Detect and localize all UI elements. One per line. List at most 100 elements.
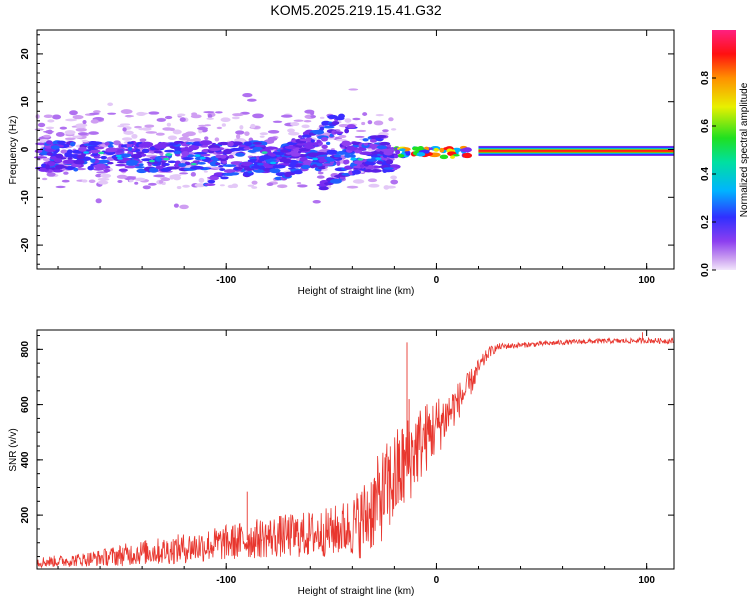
spectrogram-blob	[100, 173, 112, 178]
spectrogram-blob	[147, 182, 157, 186]
spectrogram-blob	[118, 168, 128, 172]
spectrogram-blob	[367, 178, 378, 183]
spectrogram-blob	[55, 185, 66, 189]
spectrogram-blob	[156, 118, 166, 122]
spectrogram-blob	[352, 179, 365, 184]
spectrogram-blob	[439, 147, 445, 153]
spectrogram-blob	[190, 165, 204, 170]
spectrogram-blob	[178, 163, 187, 167]
snr-panel: -100 0 100 200 400 600 800 Height of straight …	[8, 329, 675, 597]
spectrogram-blob	[280, 114, 293, 118]
spectrogram-blob	[220, 176, 229, 180]
spectrogram-y-tick-label: 20	[20, 48, 31, 60]
spectrogram-blob	[113, 140, 121, 146]
spectrogram-blob	[172, 175, 182, 181]
spectrogram-blob	[73, 167, 79, 172]
spectrogram-blob	[373, 120, 384, 126]
spectrogram-blob	[303, 119, 312, 123]
spectrogram-blob	[148, 167, 159, 173]
spectrogram-blob	[55, 153, 64, 159]
spectrogram-blob	[309, 110, 315, 116]
spectrogram-blob	[193, 152, 207, 155]
spectrogram-blob	[158, 180, 164, 184]
spectrogram-blob	[127, 146, 133, 151]
spectrogram-blob	[97, 180, 109, 185]
spectrogram-blob	[290, 122, 300, 127]
spectrogram-blob	[318, 186, 329, 191]
spectrogram-blob	[116, 157, 123, 160]
spectrogram-blob	[397, 153, 405, 158]
spectrogram-y-tick-label: -10	[20, 190, 31, 205]
spectrogram-blob	[46, 172, 56, 177]
spectrogram-x-tick-label: 0	[434, 275, 440, 286]
spectrogram-blob	[321, 144, 328, 149]
spectrogram-blob	[439, 154, 449, 160]
spectrogram-blob	[344, 159, 350, 165]
spectrogram-blob	[168, 127, 175, 131]
spectrogram-blob	[362, 138, 369, 142]
spectrogram-blob	[219, 184, 225, 187]
spectrogram-blob	[259, 132, 269, 136]
spectrogram-blob	[126, 143, 133, 149]
spectrogram-blob	[375, 135, 387, 139]
spectrogram-blob	[258, 165, 265, 169]
spectrogram-blob	[319, 126, 325, 131]
spectrogram-blob	[259, 135, 265, 138]
colorbar-tick-label: 0.8	[700, 71, 711, 85]
spectrogram-blob	[130, 153, 142, 159]
spectrogram-blob	[89, 112, 100, 115]
spectrogram-blob	[231, 116, 240, 120]
spectrogram-blob	[272, 164, 286, 169]
spectrogram-blob	[45, 140, 53, 145]
snr-frame	[36, 329, 675, 570]
spectrogram-blob	[215, 111, 223, 114]
spectrogram-blob	[359, 151, 372, 156]
spectrogram-blob	[204, 136, 209, 141]
spectrogram-blob	[301, 134, 312, 138]
snr-x-tick-label: 0	[434, 575, 440, 586]
spectrogram-blob	[116, 174, 128, 179]
spectrogram-blob	[281, 156, 287, 162]
spectrogram-blob	[198, 124, 207, 127]
spectrogram-blob	[207, 179, 216, 184]
spectrogram-blob	[312, 157, 319, 161]
spectrogram-blob	[361, 121, 366, 126]
spectrogram-blob	[346, 124, 356, 129]
spectrogram-blob	[57, 140, 66, 145]
spectrogram-blob	[296, 181, 302, 185]
spectrogram-blob	[399, 148, 406, 152]
spectrogram-blob	[298, 135, 303, 138]
spectrogram-blob	[269, 153, 277, 157]
spectrogram-blob	[65, 118, 78, 122]
spectrogram-blob	[203, 170, 208, 173]
spectrogram-blob	[269, 168, 281, 174]
spectrogram-blob	[90, 119, 99, 124]
spectrogram-blob	[43, 114, 54, 119]
spectrogram-blob	[317, 171, 324, 175]
spectrogram-blob	[52, 114, 62, 120]
spectrogram-blob	[160, 167, 172, 172]
spectrogram-blob	[228, 154, 234, 159]
spectrogram-blob	[320, 137, 328, 142]
spectrogram-blob	[173, 203, 179, 208]
spectrogram-blob	[310, 139, 315, 143]
spectrogram-blob	[141, 141, 154, 148]
snr-y-tick-label: 200	[20, 506, 31, 523]
spectrogram-blob	[219, 168, 226, 171]
spectrogram-blob	[94, 146, 105, 150]
spectrogram-blob	[216, 126, 223, 130]
spectrogram-blob	[223, 148, 233, 155]
spectrogram-blob	[346, 185, 359, 189]
spectrogram-blob	[95, 173, 103, 178]
spectrogram-blob	[383, 150, 394, 156]
spectrogram-blob	[81, 179, 88, 183]
spectrogram-blob	[45, 164, 50, 170]
spectrogram-blob	[65, 137, 76, 140]
spectrogram-blob	[90, 158, 96, 163]
spectrogram-blob	[45, 130, 51, 134]
spectrogram-blob	[379, 165, 386, 168]
spectrogram-blob	[330, 178, 342, 184]
spectrogram-blob	[385, 185, 397, 189]
spectrogram-blob	[179, 172, 189, 175]
spectrogram-blob	[252, 141, 262, 145]
